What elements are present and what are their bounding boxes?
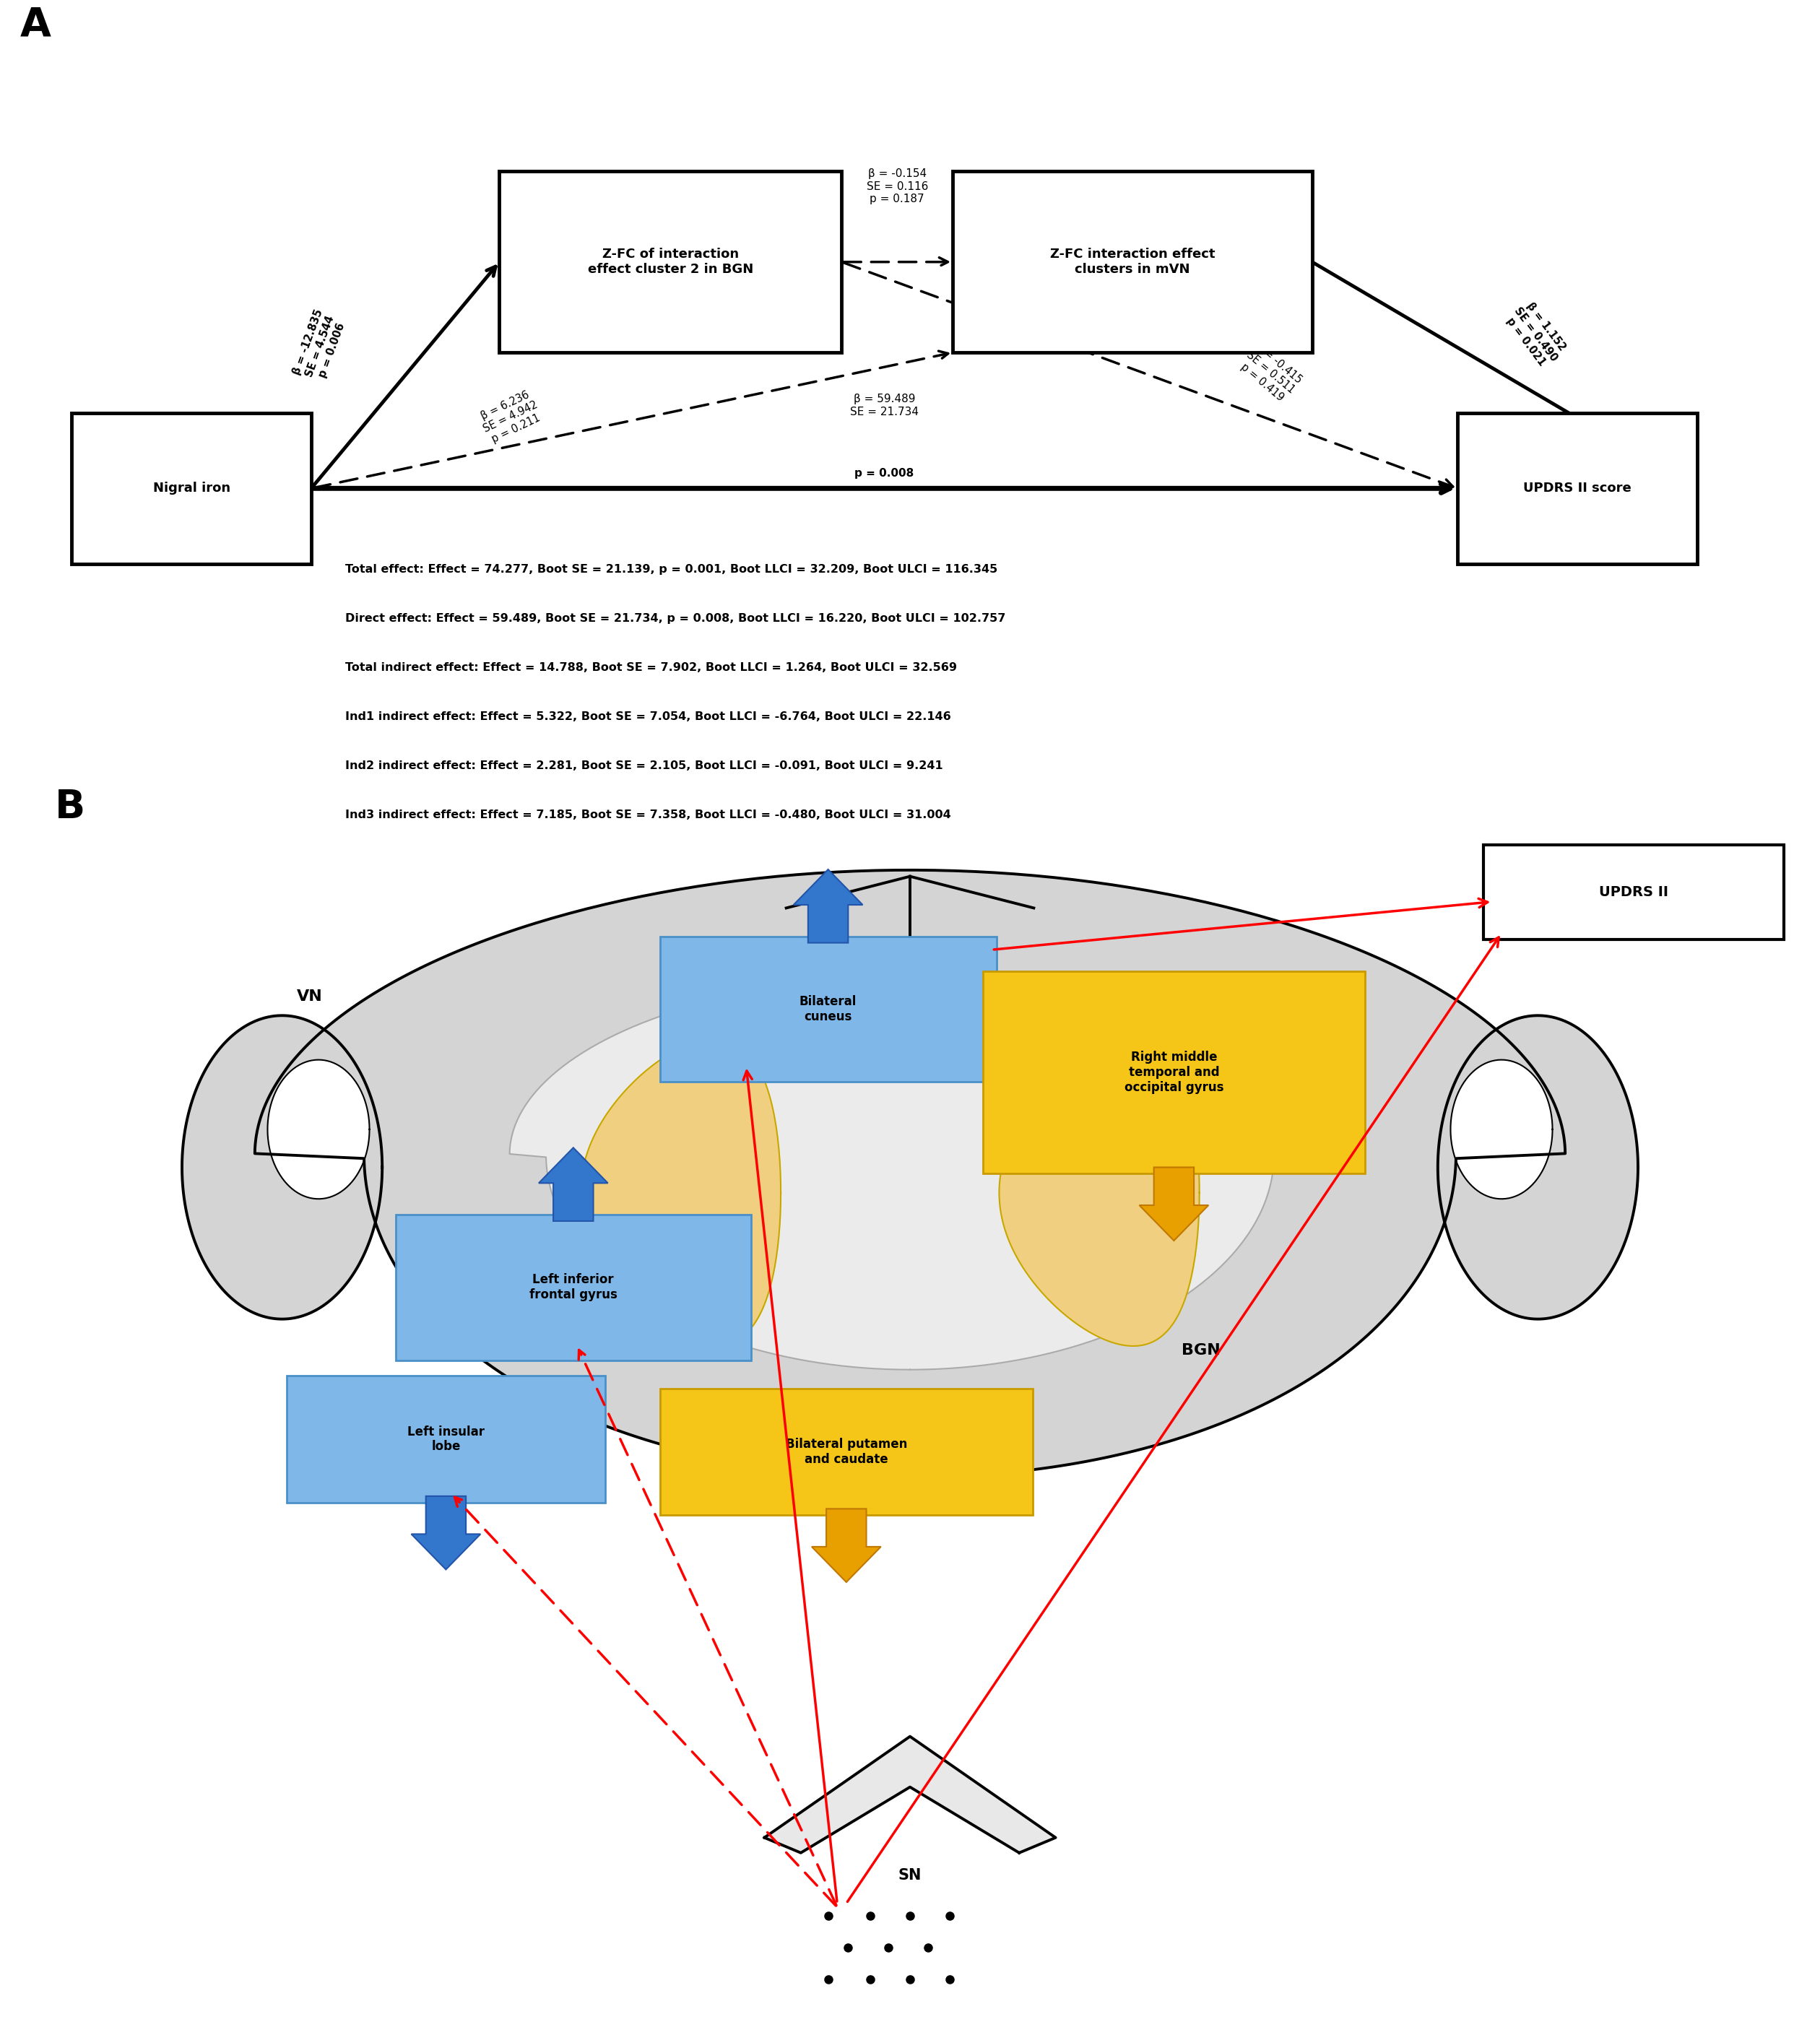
Text: Bilateral
cuneus: Bilateral cuneus	[799, 996, 857, 1024]
Text: A: A	[20, 6, 51, 45]
Text: UPDRS II score: UPDRS II score	[1523, 481, 1631, 496]
Text: Right middle
temporal and
occipital gyrus: Right middle temporal and occipital gyru…	[1125, 1051, 1223, 1093]
FancyArrow shape	[1139, 1167, 1208, 1240]
Text: Nigral iron: Nigral iron	[153, 481, 229, 496]
FancyBboxPatch shape	[954, 171, 1312, 353]
Text: β = -0.154
SE = 0.116
p = 0.187: β = -0.154 SE = 0.116 p = 0.187	[866, 169, 928, 204]
FancyArrow shape	[411, 1495, 480, 1569]
Polygon shape	[510, 977, 1310, 1369]
Text: Direct effect: Effect = 59.489, Boot SE = 21.734, p = 0.008, Boot LLCI = 16.220,: Direct effect: Effect = 59.489, Boot SE …	[346, 612, 1006, 624]
Text: VN: VN	[297, 989, 322, 1004]
Text: β = 1.152
SE = 0.490
p = 0.021: β = 1.152 SE = 0.490 p = 0.021	[1502, 298, 1569, 371]
Text: β = -0.415
SE = 0.511
p = 0.419: β = -0.415 SE = 0.511 p = 0.419	[1236, 341, 1305, 406]
Text: Left inferior
frontal gyrus: Left inferior frontal gyrus	[530, 1273, 617, 1302]
Text: Total indirect effect: Effect = 14.788, Boot SE = 7.902, Boot LLCI = 1.264, Boot: Total indirect effect: Effect = 14.788, …	[346, 661, 957, 673]
Text: SN: SN	[899, 1869, 921, 1883]
FancyArrow shape	[539, 1149, 608, 1222]
Text: p = 0.008: p = 0.008	[855, 467, 914, 479]
Text: Z-FC of interaction
effect cluster 2 in BGN: Z-FC of interaction effect cluster 2 in …	[588, 249, 753, 275]
FancyArrow shape	[794, 869, 863, 942]
Text: β = 6.236
SE = 4.942
p = 0.211: β = 6.236 SE = 4.942 p = 0.211	[477, 388, 546, 447]
FancyBboxPatch shape	[661, 1389, 1034, 1516]
Polygon shape	[1438, 1016, 1638, 1320]
FancyBboxPatch shape	[286, 1375, 604, 1501]
FancyBboxPatch shape	[1483, 845, 1784, 940]
Text: β = 59.489
SE = 21.734: β = 59.489 SE = 21.734	[850, 394, 919, 416]
FancyBboxPatch shape	[397, 1214, 750, 1361]
Text: Z-FC interaction effect
clusters in mVN: Z-FC interaction effect clusters in mVN	[1050, 249, 1216, 275]
Text: B: B	[55, 787, 86, 826]
FancyBboxPatch shape	[499, 171, 841, 353]
Polygon shape	[268, 1061, 369, 1200]
Text: Ind2 indirect effect: Effect = 2.281, Boot SE = 2.105, Boot LLCI = -0.091, Boot : Ind2 indirect effect: Effect = 2.281, Bo…	[346, 761, 943, 771]
Polygon shape	[999, 1038, 1199, 1346]
Polygon shape	[764, 1736, 1056, 1852]
Text: Ind3 indirect effect: Effect = 7.185, Boot SE = 7.358, Boot LLCI = -0.480, Boot : Ind3 indirect effect: Effect = 7.185, Bo…	[346, 810, 952, 820]
Text: Total effect: Effect = 74.277, Boot SE = 21.139, p = 0.001, Boot LLCI = 32.209, : Total effect: Effect = 74.277, Boot SE =…	[346, 563, 997, 575]
Polygon shape	[182, 1016, 382, 1320]
FancyArrow shape	[812, 1510, 881, 1583]
Text: BGN: BGN	[1181, 1344, 1221, 1359]
Polygon shape	[581, 1038, 781, 1346]
FancyBboxPatch shape	[983, 971, 1365, 1173]
Text: UPDRS II: UPDRS II	[1598, 885, 1669, 900]
FancyBboxPatch shape	[1458, 412, 1696, 563]
Text: Bilateral putamen
and caudate: Bilateral putamen and caudate	[786, 1438, 906, 1467]
FancyBboxPatch shape	[71, 412, 311, 563]
Text: Left insular
lobe: Left insular lobe	[408, 1426, 484, 1452]
Text: Ind1 indirect effect: Effect = 5.322, Boot SE = 7.054, Boot LLCI = -6.764, Boot : Ind1 indirect effect: Effect = 5.322, Bo…	[346, 712, 952, 722]
FancyBboxPatch shape	[661, 936, 997, 1081]
Text: β = -12.835
SE = 4.544
p = 0.006: β = -12.835 SE = 4.544 p = 0.006	[291, 308, 349, 386]
Polygon shape	[1451, 1061, 1552, 1200]
Polygon shape	[255, 871, 1565, 1477]
